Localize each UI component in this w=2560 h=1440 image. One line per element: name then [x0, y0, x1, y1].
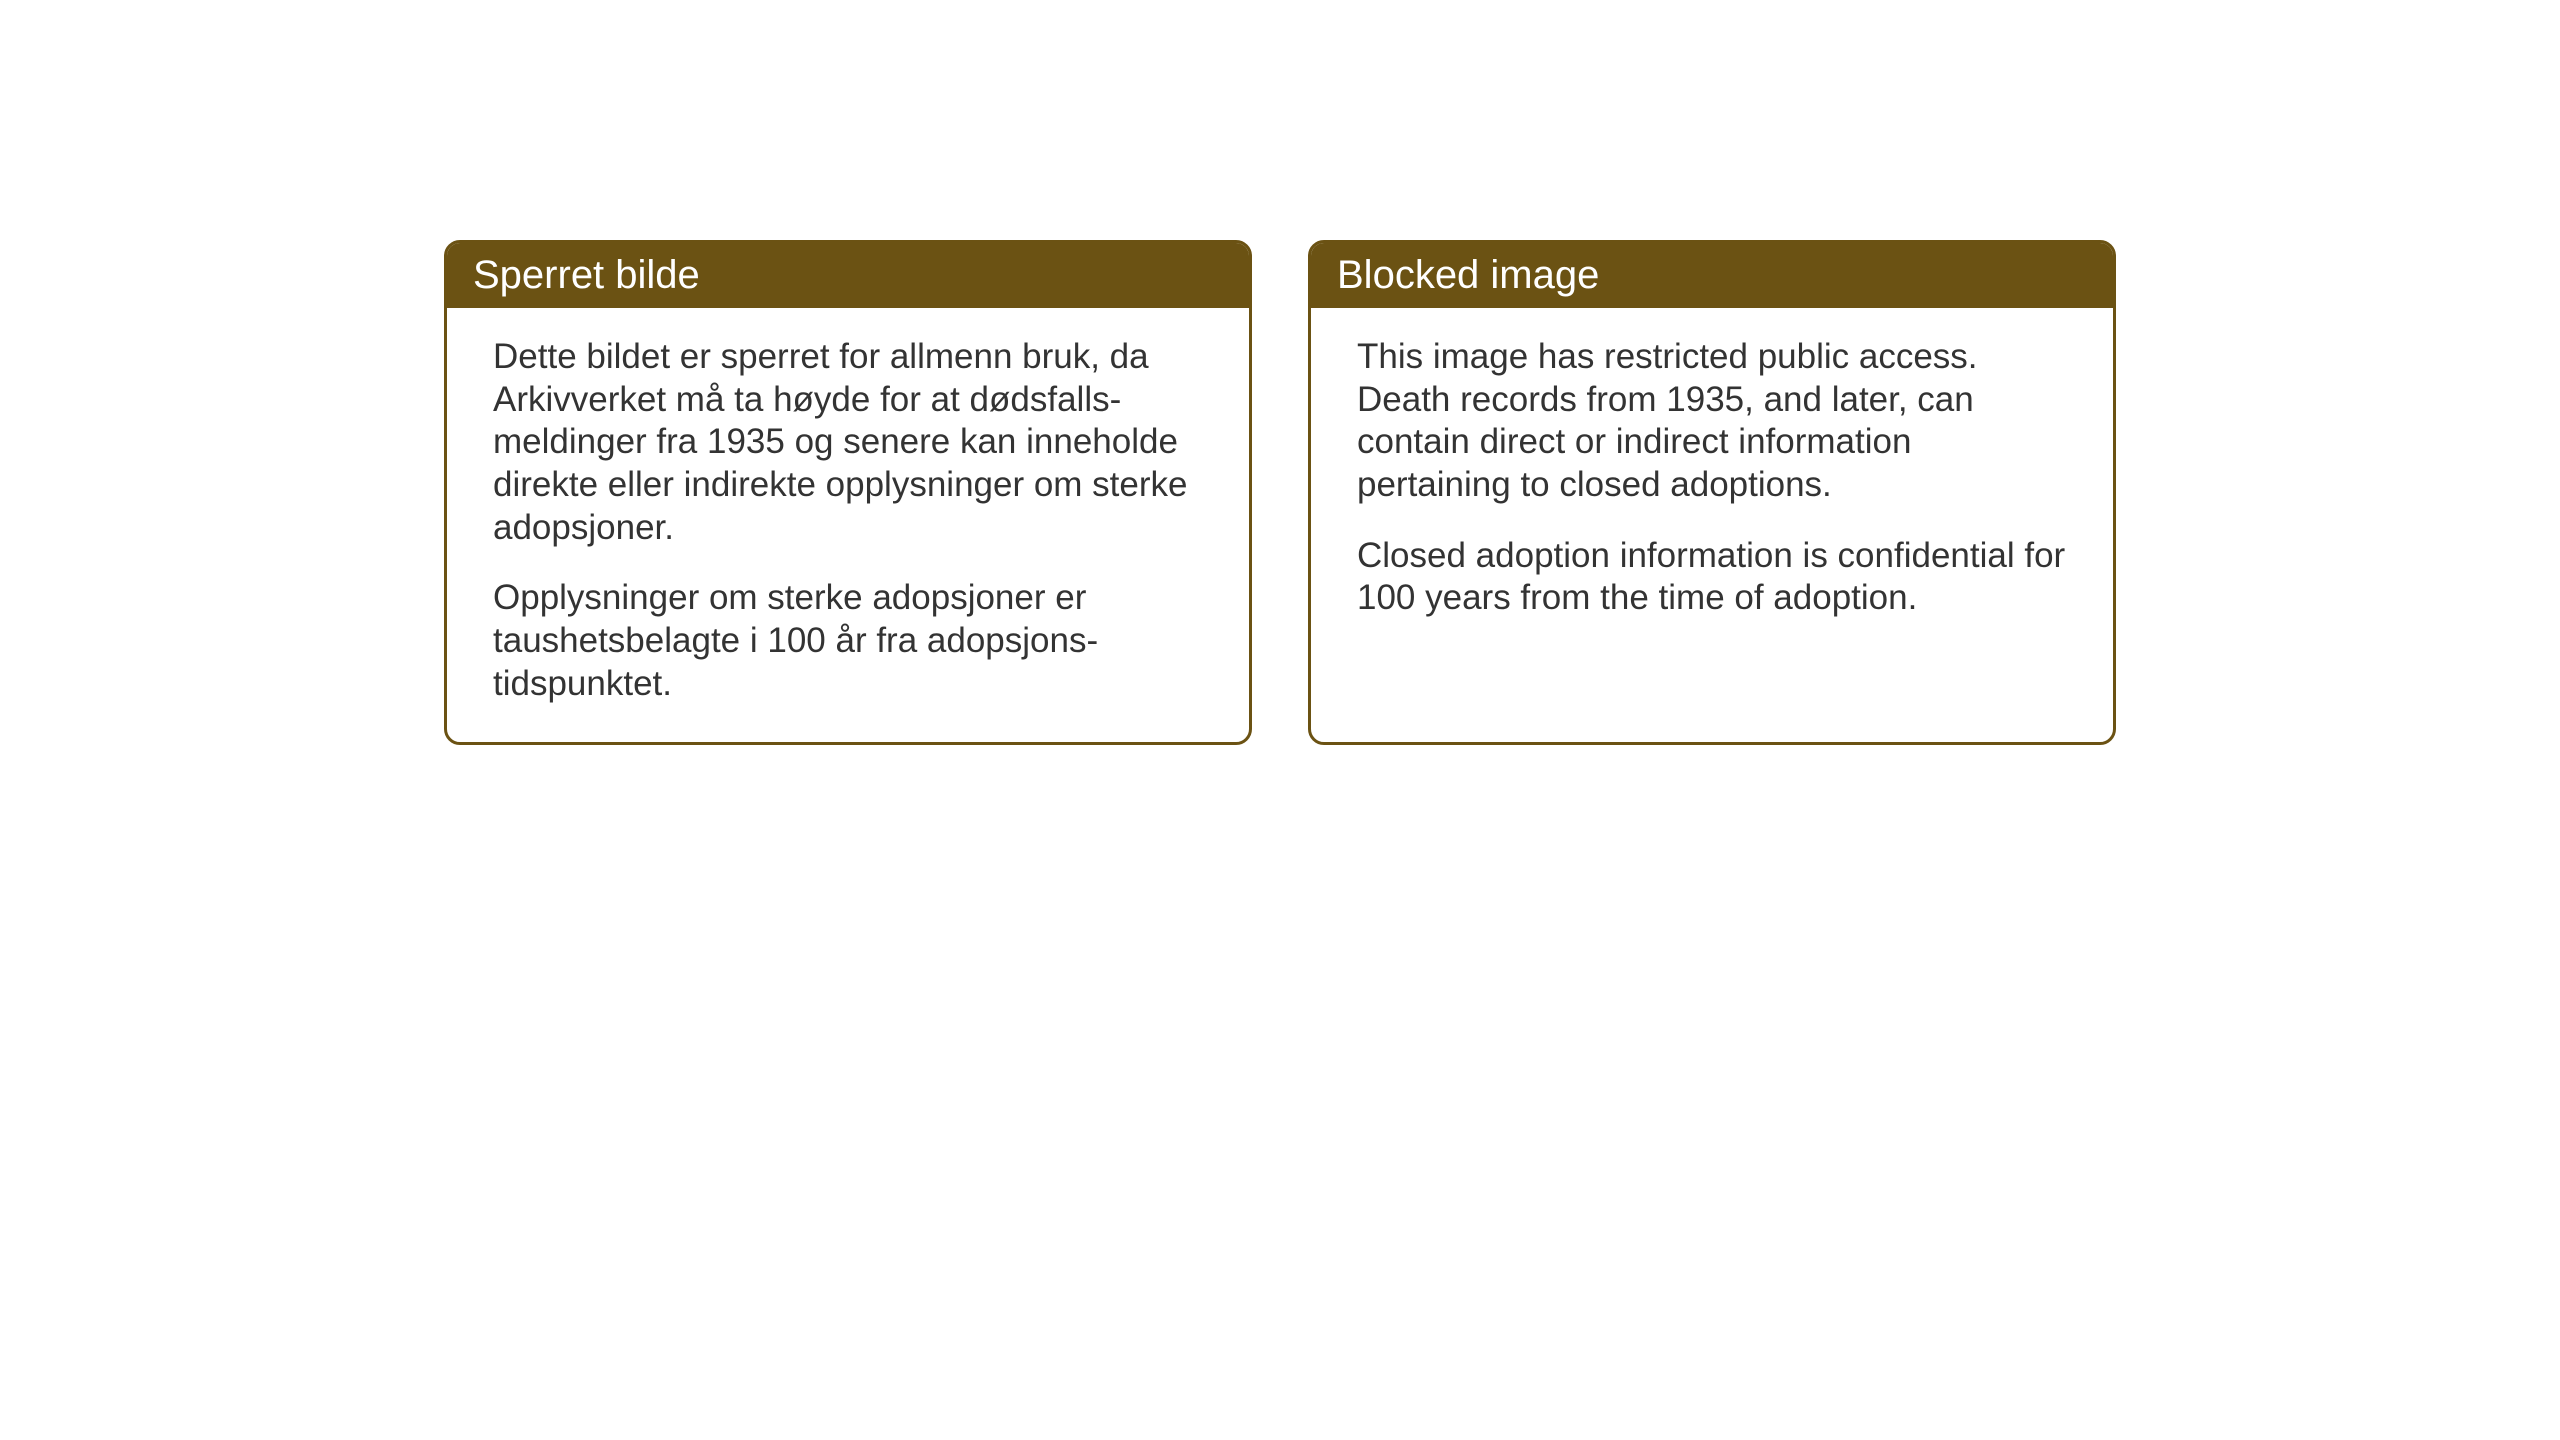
card-english-body: This image has restricted public access.…: [1311, 308, 2113, 728]
card-norwegian-paragraph-2: Opplysninger om sterke adopsjoner er tau…: [493, 577, 1203, 705]
card-norwegian: Sperret bilde Dette bildet er sperret fo…: [444, 240, 1252, 745]
card-norwegian-paragraph-1: Dette bildet er sperret for allmenn bruk…: [493, 336, 1203, 549]
card-norwegian-title: Sperret bilde: [473, 253, 700, 297]
card-english-paragraph-1: This image has restricted public access.…: [1357, 336, 2067, 507]
card-english-paragraph-2: Closed adoption information is confident…: [1357, 535, 2067, 620]
card-english-header: Blocked image: [1311, 243, 2113, 308]
card-norwegian-body: Dette bildet er sperret for allmenn bruk…: [447, 308, 1249, 742]
card-norwegian-header: Sperret bilde: [447, 243, 1249, 308]
cards-container: Sperret bilde Dette bildet er sperret fo…: [444, 240, 2116, 745]
card-english: Blocked image This image has restricted …: [1308, 240, 2116, 745]
card-english-title: Blocked image: [1337, 253, 1599, 297]
